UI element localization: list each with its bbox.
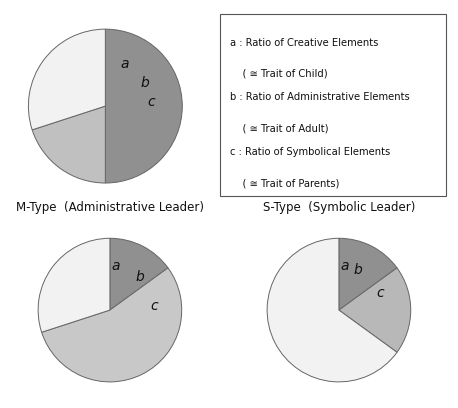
FancyBboxPatch shape (220, 14, 446, 196)
Text: b: b (141, 76, 150, 90)
Text: c: c (376, 286, 384, 300)
Text: ( ≅ Trait of Parents): ( ≅ Trait of Parents) (229, 179, 339, 188)
Text: a: a (111, 259, 120, 273)
Text: M-Type  (Administrative Leader): M-Type (Administrative Leader) (16, 201, 204, 214)
Text: a : Ratio of Creative Elements: a : Ratio of Creative Elements (229, 38, 378, 48)
Text: ( ≅ Trait of Adult): ( ≅ Trait of Adult) (229, 124, 328, 134)
Wedge shape (28, 29, 105, 130)
Wedge shape (105, 29, 182, 183)
Text: c: c (151, 299, 158, 313)
Text: b : Ratio of Administrative Elements: b : Ratio of Administrative Elements (229, 92, 409, 102)
Text: a: a (340, 259, 349, 273)
Wedge shape (339, 238, 397, 310)
Wedge shape (339, 268, 411, 352)
Wedge shape (32, 106, 105, 183)
Text: c : Ratio of Symbolical Elements: c : Ratio of Symbolical Elements (229, 147, 390, 157)
Text: c: c (147, 95, 155, 109)
Wedge shape (267, 238, 397, 382)
Text: b: b (136, 270, 144, 284)
Text: a: a (120, 57, 129, 71)
Wedge shape (42, 268, 182, 382)
Wedge shape (38, 238, 110, 332)
Text: S-Type  (Symbolic Leader): S-Type (Symbolic Leader) (263, 201, 415, 214)
Text: ( ≅ Trait of Child): ( ≅ Trait of Child) (229, 69, 327, 79)
Wedge shape (110, 238, 168, 310)
Text: b: b (354, 263, 362, 277)
